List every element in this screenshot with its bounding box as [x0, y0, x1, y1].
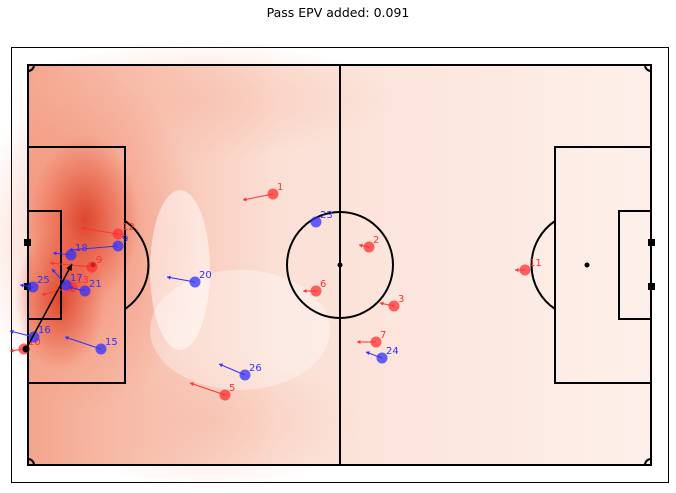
velocity-arrowhead	[243, 197, 247, 202]
player-number: 1	[277, 182, 283, 193]
player-number: 2	[373, 235, 379, 246]
player-number: 11	[529, 258, 542, 269]
player-marker	[112, 240, 124, 252]
player-marker	[65, 249, 77, 261]
ball-marker	[22, 345, 30, 353]
velocity-arrowhead	[357, 339, 361, 345]
pass-layer	[22, 263, 73, 353]
home-player-2: 2	[358, 235, 379, 253]
velocity-arrowhead	[359, 243, 363, 248]
velocity-arrowhead	[53, 251, 57, 256]
velocity-arrowhead	[303, 288, 307, 294]
player-number: 16	[38, 325, 51, 336]
pitch-markings	[27, 64, 652, 466]
player-number: 6	[320, 279, 326, 290]
velocity-arrowhead	[219, 363, 223, 368]
velocity-arrowhead	[167, 275, 171, 280]
velocity-arrowhead	[50, 261, 54, 266]
velocity-arrowhead	[366, 351, 370, 356]
player-marker	[376, 352, 388, 364]
player-marker	[519, 264, 531, 276]
player-number: 15	[105, 337, 118, 348]
away-player-21: 21	[68, 279, 102, 297]
player-number: 17	[70, 273, 83, 284]
player-marker	[370, 336, 382, 348]
player-marker	[86, 261, 98, 273]
away-player-25: 25	[19, 275, 50, 293]
player-marker	[60, 279, 72, 291]
velocity-arrowhead	[52, 269, 56, 273]
pass-arrow	[25, 263, 73, 350]
player-number: 26	[249, 363, 262, 374]
player-marker	[27, 281, 39, 293]
player-marker	[310, 216, 322, 228]
away-player-24: 24	[365, 346, 399, 364]
player-number: 7	[380, 330, 386, 341]
player-number: 20	[199, 270, 212, 281]
home-player-5: 5	[189, 382, 235, 401]
away-player-26: 26	[218, 363, 262, 381]
player-marker	[267, 188, 279, 200]
player-marker	[363, 241, 375, 253]
player-number: 9	[96, 255, 102, 266]
chart-title: Pass EPV added: 0.091	[266, 5, 410, 20]
velocity-vector	[80, 227, 119, 235]
player-marker	[219, 389, 231, 401]
pass-arrowhead	[66, 264, 72, 271]
home-player-6: 6	[303, 279, 326, 297]
velocity-arrowhead	[190, 382, 194, 387]
away-player-15: 15	[64, 336, 118, 355]
player-number: 10	[28, 337, 41, 348]
home-player-11: 11	[515, 258, 542, 276]
player-marker	[388, 300, 400, 312]
player-marker	[79, 285, 91, 297]
home-player-12: 12	[80, 222, 135, 240]
velocity-arrowhead	[10, 329, 14, 334]
home-player-3: 3	[379, 294, 404, 312]
away-player-23: 23	[310, 210, 333, 228]
velocity-arrowhead	[42, 292, 46, 297]
home-player-7: 7	[357, 330, 386, 348]
velocity-arrowhead	[380, 301, 384, 306]
player-marker	[239, 369, 251, 381]
player-marker	[112, 228, 124, 240]
player-marker	[310, 285, 322, 297]
away-player-18: 18	[52, 243, 88, 261]
player-number: 5	[229, 383, 235, 394]
player-number: 18	[75, 243, 88, 254]
player-number: 25	[37, 275, 50, 286]
player-number: 3	[398, 294, 404, 305]
away-player-20: 20	[166, 270, 212, 288]
player-number: 23	[320, 210, 333, 221]
velocity-vector	[64, 336, 102, 350]
velocity-arrowhead	[69, 285, 73, 290]
velocity-vector	[68, 245, 119, 251]
player-number: 24	[386, 346, 399, 357]
away-player-17: 17	[51, 268, 83, 291]
home-player-1: 1	[242, 182, 283, 202]
away-player-9: 9	[68, 234, 128, 252]
player-number: 12	[122, 222, 135, 233]
velocity-arrowhead	[10, 348, 14, 353]
velocity-arrowhead	[20, 283, 24, 288]
velocity-arrowhead	[81, 226, 85, 231]
player-number: 13	[76, 275, 89, 286]
velocity-vector	[189, 382, 226, 396]
player-number: 21	[89, 279, 102, 290]
player-marker	[189, 276, 201, 288]
velocity-arrowhead	[65, 336, 69, 341]
player-marker	[95, 343, 107, 355]
velocity-arrowhead	[515, 267, 519, 273]
player-number: 9	[122, 234, 128, 245]
